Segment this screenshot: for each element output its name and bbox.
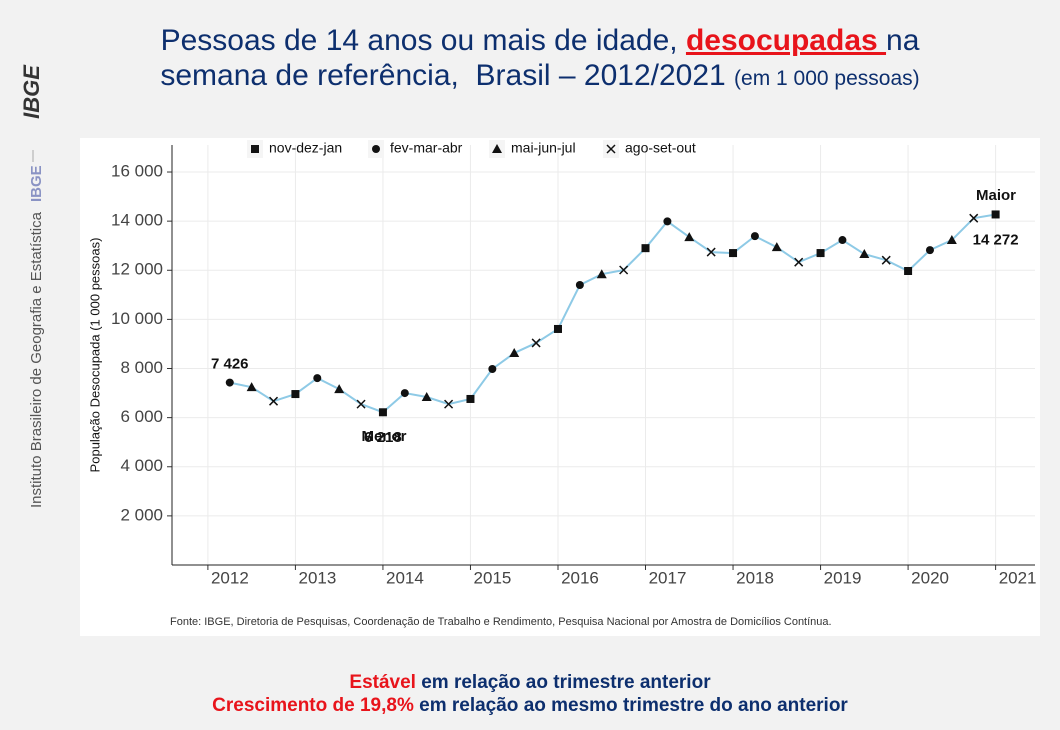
marker [575,281,584,289]
legend-label: mai-jun-jul [511,140,576,156]
title-text: na [886,24,920,57]
y-tick-label: 8 000 [120,358,163,377]
x-tick-label: 2013 [298,568,336,587]
institute: Instituto Brasileiro de Geografia e Esta… [28,165,45,508]
x-tick-label: 2020 [911,568,949,587]
marker [684,232,695,242]
y-tick-label: 12 000 [111,260,163,279]
x-tick-label: 2021 [999,568,1037,587]
marker [946,235,957,245]
marker [771,242,782,252]
footer-text: em relação ao mesmo trimestre do ano ant… [413,695,848,716]
title-unit: (em 1 000 pessoas) [734,67,920,90]
institute-name: Instituto Brasileiro de Geografia e Esta… [28,211,45,508]
footer-line: Crescimento de 19,8% em relação ao mesmo… [0,695,1060,717]
marker [400,389,409,398]
y-axis-label: População Desocupada (1 000 pessoas) [87,238,102,473]
x-tick-label: 2015 [474,568,512,587]
marker [969,213,979,223]
x-tick-label: 2017 [649,568,687,587]
marker [531,338,541,348]
marker [225,378,234,387]
marker [816,249,825,258]
marker [444,399,454,409]
marker [663,217,672,226]
y-tick-label: 2 000 [120,505,163,524]
marker [356,399,366,409]
marker [509,348,520,358]
marker [606,144,616,154]
x-tick-label: 2014 [386,568,424,587]
marker [991,210,1000,219]
value-label: 6 218 [364,429,402,446]
marker [729,249,738,258]
value-label: 7 426 [211,356,249,373]
footer-line: Estável em relação ao trimestre anterior [0,672,1060,694]
marker [251,145,259,153]
x-tick-label: 2018 [736,568,774,587]
y-tick-label: 10 000 [111,309,163,328]
marker [466,394,475,403]
marker [838,236,847,245]
source: Fonte: IBGE, Diretoria de Pesquisas, Coo… [170,616,832,628]
marker [492,144,502,153]
value-label: 14 272 [973,231,1019,248]
title-line: semana de referência, Brasil – 2012/2021… [90,59,990,93]
logo: IBGE [19,64,44,119]
marker [859,249,870,259]
marker [421,392,432,401]
marker [553,324,562,333]
marker [750,232,759,241]
x-tick-label: 2016 [561,568,599,587]
marker [619,265,629,275]
y-tick-label: 14 000 [111,211,163,230]
marker [334,384,345,394]
title-text: Pessoas de 14 anos ou mais de idade, [160,24,686,57]
marker [904,267,913,275]
marker [794,257,804,267]
marker [372,145,380,153]
marker [291,390,300,399]
y-tick-label: 16 000 [111,162,163,181]
legend-label: fev-mar-abr [390,140,463,156]
marker [246,382,257,392]
y-tick-label: 4 000 [120,456,163,475]
annotation: Menor [362,428,407,445]
marker [378,408,387,417]
legend-label: ago-set-out [625,140,696,156]
footer-text: em relação ao trimestre anterior [415,672,711,693]
y-tick-label: 6 000 [120,407,163,426]
annotation: Maior [976,187,1016,204]
legend-label: nov-dez-jan [269,140,342,156]
marker [488,365,497,373]
marker [313,374,322,383]
institute-short: IBGE [28,165,45,202]
title-highlight: desocupadas [685,24,887,57]
x-tick-label: 2012 [211,568,249,587]
title-line: Pessoas de 14 anos ou mais de idade, des… [90,24,990,58]
footer-highlight: Estável [349,672,416,693]
title-text: semana de referência, Brasil – 2012/2021 [160,59,735,92]
marker [641,244,650,253]
marker [925,246,934,255]
footer-highlight: Crescimento de 19,8% [212,695,414,716]
marker [881,255,891,265]
line [229,213,996,414]
chart-panel [80,138,1040,636]
marker [596,269,607,279]
marker [268,396,279,406]
x-tick-label: 2019 [824,568,862,587]
marker [706,247,716,257]
